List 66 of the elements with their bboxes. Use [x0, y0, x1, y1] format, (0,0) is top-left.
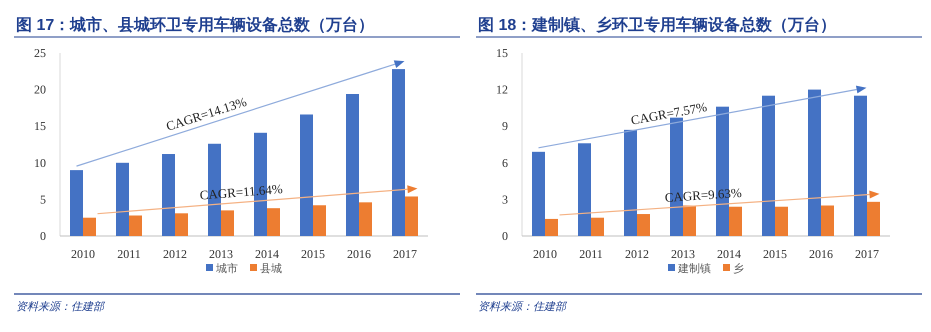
y-tick-label: 12: [496, 82, 508, 97]
text: 资料来源：住建部: [478, 300, 568, 313]
x-tick-label: 2013: [209, 247, 233, 261]
x-tick-label: 2011: [579, 247, 603, 261]
y-tick-label: 0: [40, 229, 46, 243]
annotation: CAGR=9.63%: [664, 184, 742, 205]
bar: [162, 154, 175, 236]
x-tick-label: 2014: [717, 247, 741, 261]
bar: [821, 206, 834, 236]
bar: [808, 90, 821, 236]
x-tick-label: 2016: [809, 247, 833, 261]
y-tick-label: 15: [496, 46, 508, 60]
x-tick-label: 2012: [163, 247, 187, 261]
x-tick-label: 2013: [671, 247, 695, 261]
x-tick-label: 2010: [71, 247, 95, 261]
bar: [854, 96, 867, 236]
chart-title: 图 18：建制镇、乡环卫专用车辆设备总数（万台）: [478, 16, 836, 34]
x-tick-label: 2012: [625, 247, 649, 261]
bar: [300, 114, 313, 236]
y-tick-label: 5: [40, 192, 46, 206]
bar: [637, 214, 650, 236]
bar: [175, 213, 188, 236]
x-tick-label: 2016: [347, 247, 371, 261]
legend-label: 乡: [733, 262, 744, 275]
x-tick-label: 2017: [393, 247, 417, 261]
legend-label: 建制镇: [677, 262, 711, 275]
bar: [867, 202, 880, 236]
legend-label: 县城: [260, 262, 282, 275]
bar: [70, 170, 83, 236]
x-tick-label: 2015: [301, 247, 325, 261]
bar: [762, 96, 775, 236]
bar: [591, 218, 604, 236]
bar: [683, 206, 696, 236]
y-tick-label: 25: [34, 46, 46, 60]
y-tick-label: 9: [502, 119, 508, 134]
annotation: CAGR=7.57%: [630, 98, 708, 128]
bar: [346, 94, 359, 236]
bar: [267, 208, 280, 236]
bar: [359, 202, 372, 236]
x-tick-label: 2015: [763, 247, 787, 261]
bar: [545, 218, 558, 236]
x-tick-label: 2014: [255, 247, 279, 261]
x-tick-label: 2017: [855, 247, 879, 261]
bar: [729, 206, 742, 236]
bar: [129, 216, 142, 236]
y-tick-label: 15: [34, 119, 46, 134]
bar: [624, 130, 637, 236]
y-tick-label: 6: [502, 156, 508, 170]
text: 资料来源：住建部: [16, 300, 106, 313]
bar: [116, 162, 129, 236]
legend-label: 城市: [215, 262, 238, 275]
x-tick-label: 2011: [117, 247, 141, 261]
annotation: CAGR=11.64%: [199, 181, 284, 203]
bar: [221, 210, 234, 236]
x-tick-label: 2010: [533, 247, 557, 261]
bar: [405, 196, 418, 236]
bar: [578, 143, 591, 236]
y-tick-label: 3: [502, 192, 508, 206]
y-tick-label: 0: [502, 229, 508, 243]
bar: [83, 218, 96, 236]
y-tick-label: 20: [34, 82, 46, 97]
y-tick-label: 10: [34, 156, 46, 170]
bar: [532, 152, 545, 236]
bar: [775, 206, 788, 236]
bar: [313, 205, 326, 236]
chart-title: 图 17：城市、县城环卫专用车辆设备总数（万台）: [16, 16, 374, 34]
